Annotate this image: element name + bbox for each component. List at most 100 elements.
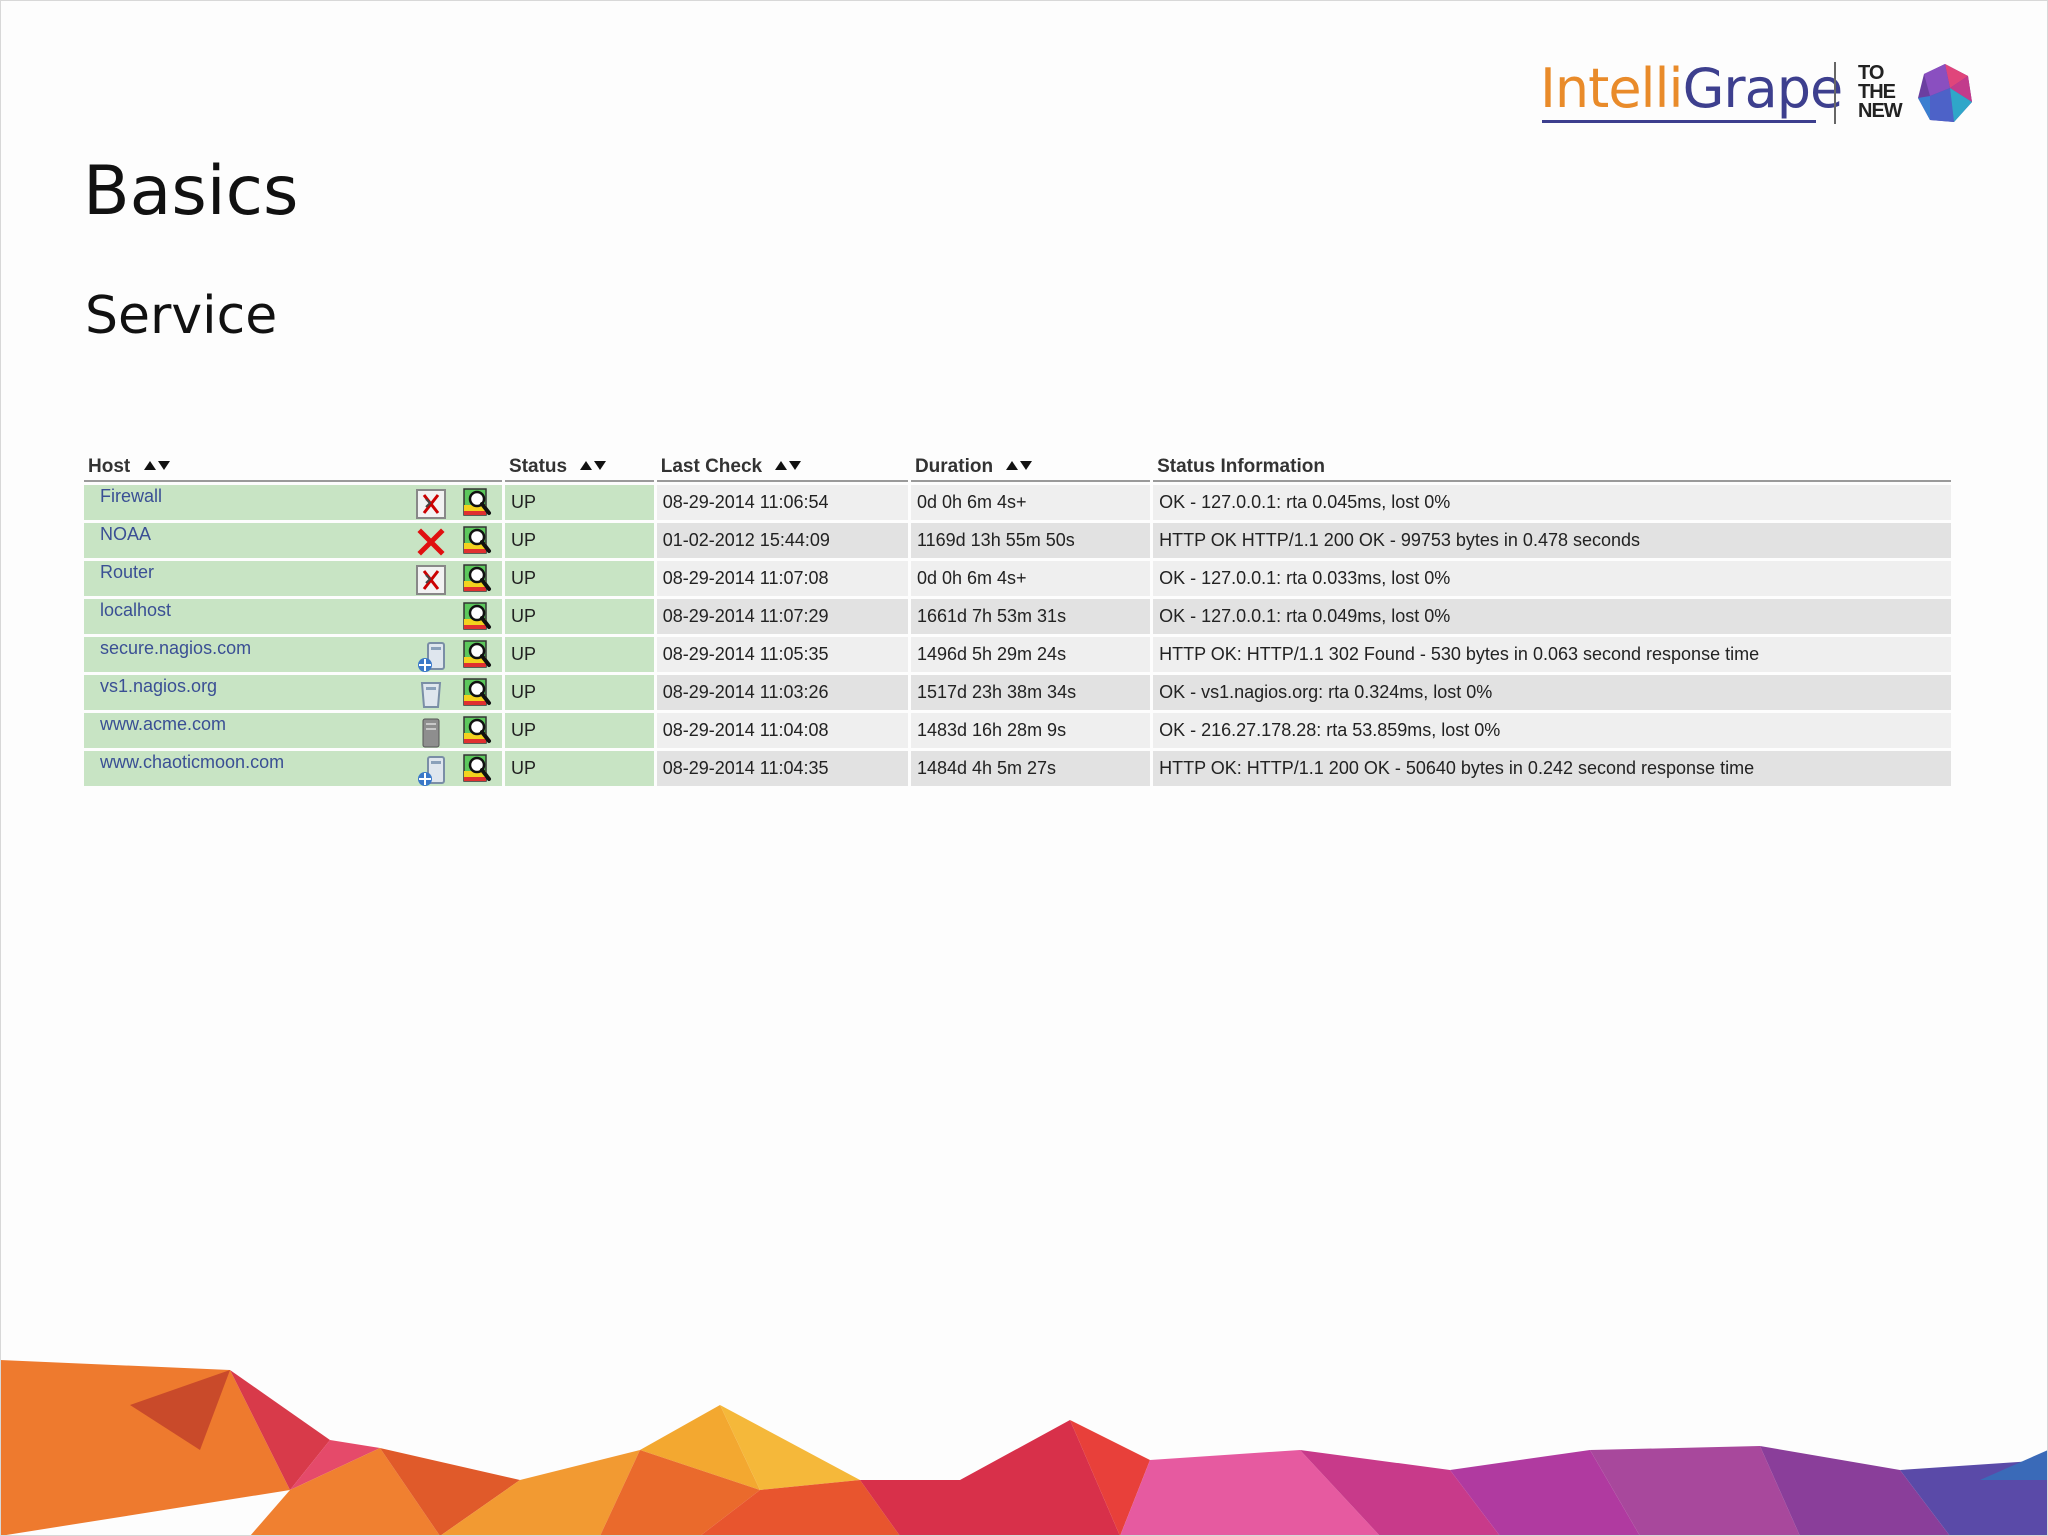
header-last-check: Last Check: [656, 443, 908, 482]
status-map-search-icon[interactable]: [462, 753, 492, 786]
sort-descending-icon[interactable]: [594, 461, 607, 470]
sort-ascending-icon[interactable]: [1006, 461, 1019, 470]
status-information-cell: OK - 127.0.0.1: rta 0.045ms, lost 0%: [1153, 485, 1951, 520]
server-network-icon[interactable]: [416, 641, 450, 672]
table-row[interactable]: vs1.nagios.org UP 08-29-2014 11:03:26 15…: [84, 675, 1951, 710]
table-header-row: Host Status Last Check Duration: [84, 443, 1951, 482]
last-check-cell: 08-29-2014 11:07:29: [656, 599, 908, 634]
table-row[interactable]: Router UP 08-29-2014 11:07:08 0d 0h 6m 4…: [84, 561, 1951, 596]
status-information-cell: HTTP OK: HTTP/1.1 200 OK - 50640 bytes i…: [1153, 751, 1951, 786]
host-status-table: Host Status Last Check Duration: [84, 440, 1952, 789]
status-map-search-icon[interactable]: [462, 487, 492, 520]
red-x-icon[interactable]: [416, 527, 446, 558]
host-link[interactable]: www.acme.com: [100, 714, 227, 734]
host-cell: secure.nagios.com: [84, 637, 503, 672]
status-map-search-icon[interactable]: [462, 677, 492, 710]
server-icon[interactable]: [416, 679, 446, 710]
status-map-search-icon[interactable]: [462, 525, 492, 558]
host-cell: Router: [84, 561, 503, 596]
table-row[interactable]: Firewall UP 08-29-2014 11:06:54 0d 0h 6m…: [84, 485, 1951, 520]
sort-descending-icon[interactable]: [789, 461, 802, 470]
host-link[interactable]: secure.nagios.com: [100, 638, 252, 658]
host-link[interactable]: Router: [100, 562, 155, 582]
table-row[interactable]: www.chaoticmoon.com UP 08-29-2014 11:04:…: [84, 751, 1951, 786]
last-check-cell: 08-29-2014 11:03:26: [656, 675, 908, 710]
host-action-icons: [416, 563, 496, 596]
status-cell: UP: [505, 637, 654, 672]
duration-cell: 1169d 13h 55m 50s: [910, 523, 1151, 558]
logo-brand-text: IntelliGrape: [1540, 62, 1843, 116]
host-action-icons: [416, 753, 496, 786]
host-link[interactable]: vs1.nagios.org: [100, 676, 218, 696]
header-status-label: Status: [509, 456, 568, 477]
status-information-cell: OK - vs1.nagios.org: rta 0.324ms, lost 0…: [1153, 675, 1951, 710]
duration-cell: 1517d 23h 38m 34s: [910, 675, 1151, 710]
host-action-icons: [416, 639, 496, 672]
status-cell: UP: [505, 751, 654, 786]
status-cell: UP: [505, 561, 654, 596]
logo-partner-line3: NEW: [1858, 100, 1903, 122]
status-cell: UP: [505, 713, 654, 748]
logo-underline: [1542, 120, 1816, 123]
host-link[interactable]: Firewall: [100, 486, 163, 506]
gem-logo-icon: [1918, 64, 1972, 122]
status-information-cell: HTTP OK: HTTP/1.1 302 Found - 530 bytes …: [1153, 637, 1951, 672]
tower-server-icon[interactable]: [416, 717, 446, 748]
host-link[interactable]: www.chaoticmoon.com: [100, 752, 285, 772]
status-information-cell: OK - 127.0.0.1: rta 0.049ms, lost 0%: [1153, 599, 1951, 634]
status-map-search-icon[interactable]: [462, 639, 492, 672]
status-map-search-icon[interactable]: [462, 563, 492, 596]
status-cell: UP: [505, 599, 654, 634]
host-action-icons: [416, 677, 496, 710]
host-action-icons: [416, 601, 496, 634]
sort-duration-icon[interactable]: [1006, 454, 1034, 476]
last-check-cell: 01-02-2012 15:44:09: [656, 523, 908, 558]
logo-brand-part1: Intelli: [1540, 57, 1684, 120]
last-check-cell: 08-29-2014 11:04:08: [656, 713, 908, 748]
host-link[interactable]: NOAA: [100, 524, 152, 544]
host-cell: NOAA: [84, 523, 503, 558]
status-map-search-icon[interactable]: [462, 601, 492, 634]
host-cell: www.acme.com: [84, 713, 503, 748]
duration-cell: 1496d 5h 29m 24s: [910, 637, 1151, 672]
service-status-table-container: Host Status Last Check Duration: [84, 440, 1952, 794]
header-duration-label: Duration: [914, 456, 994, 477]
table-row[interactable]: NOAA UP 01-02-2012 15:44:09 1169d 13h 55…: [84, 523, 1951, 558]
disabled-notifications-icon[interactable]: [416, 489, 447, 520]
host-cell: www.chaoticmoon.com: [84, 751, 503, 786]
sort-ascending-icon[interactable]: [775, 461, 788, 470]
last-check-cell: 08-29-2014 11:04:35: [656, 751, 908, 786]
table-row[interactable]: secure.nagios.com UP 08-29-2014 11:05:35…: [84, 637, 1951, 672]
sort-descending-icon[interactable]: [1020, 461, 1033, 470]
duration-cell: 0d 0h 6m 4s+: [910, 485, 1151, 520]
table-row[interactable]: www.acme.com UP 08-29-2014 11:04:08 1483…: [84, 713, 1951, 748]
header-last-check-label: Last Check: [660, 456, 763, 477]
intelligrape-logo: IntelliGrape TO THE NEW: [1538, 58, 1978, 130]
sort-status-icon[interactable]: [580, 454, 608, 476]
decorative-mountains: [0, 1360, 2048, 1536]
sort-descending-icon[interactable]: [157, 461, 170, 470]
duration-cell: 1661d 7h 53m 31s: [910, 599, 1151, 634]
table-body: Firewall UP 08-29-2014 11:06:54 0d 0h 6m…: [84, 485, 1951, 786]
host-link[interactable]: localhost: [100, 600, 172, 620]
status-information-cell: OK - 216.27.178.28: rta 53.859ms, lost 0…: [1153, 713, 1951, 748]
host-action-icons: [416, 487, 496, 520]
duration-cell: 1483d 16h 28m 9s: [910, 713, 1151, 748]
header-status-information: Status Information: [1153, 443, 1951, 482]
sort-ascending-icon[interactable]: [143, 461, 156, 470]
sort-host-icon[interactable]: [143, 454, 172, 476]
logo-partner-line2: THE: [1858, 81, 1896, 103]
status-map-search-icon[interactable]: [462, 715, 492, 748]
logo-partner-line1: TO: [1858, 62, 1884, 84]
sort-ascending-icon[interactable]: [580, 461, 593, 470]
status-cell: UP: [505, 675, 654, 710]
duration-cell: 1484d 4h 5m 27s: [910, 751, 1151, 786]
table-row[interactable]: localhost UP 08-29-2014 11:07:29 1661d 7…: [84, 599, 1951, 634]
host-cell: localhost: [84, 599, 503, 634]
sort-last-check-icon[interactable]: [775, 454, 803, 476]
server-network-icon[interactable]: [416, 755, 450, 786]
host-cell: vs1.nagios.org: [84, 675, 503, 710]
last-check-cell: 08-29-2014 11:07:08: [656, 561, 908, 596]
last-check-cell: 08-29-2014 11:06:54: [656, 485, 908, 520]
disabled-notifications-icon[interactable]: [416, 565, 447, 596]
